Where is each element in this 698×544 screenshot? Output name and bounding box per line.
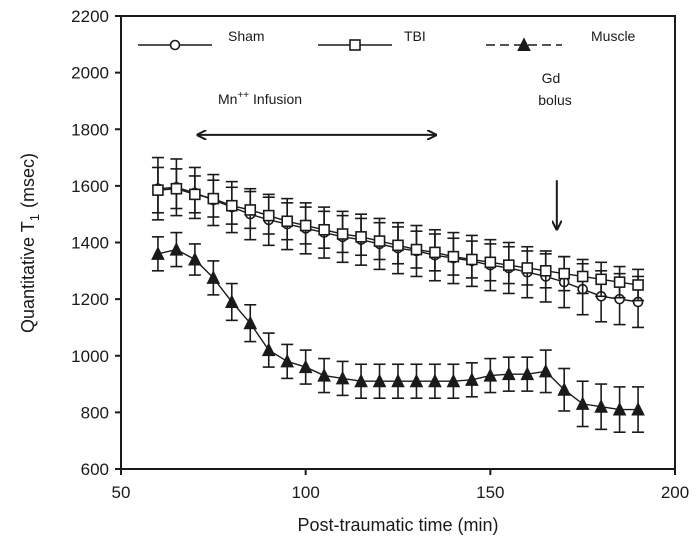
y-tick-label: 800 [81, 403, 109, 422]
data-point [206, 270, 221, 284]
y-tick-label: 1200 [71, 290, 109, 309]
annotations-layer: Mn++ Infusion Gd bolus [199, 70, 572, 228]
data-point [298, 359, 313, 374]
data-point [466, 253, 478, 266]
data-point [355, 231, 367, 243]
legend-marker [517, 37, 531, 51]
bolus-label-line1: Gd [542, 70, 561, 86]
data-point [539, 265, 552, 277]
legend-label: TBI [404, 28, 426, 44]
data-point [631, 401, 645, 416]
y-tick-label: 1600 [71, 177, 109, 196]
data-point [595, 273, 607, 286]
y-tick-label: 1400 [71, 234, 109, 253]
ticks-layer: 50 100 150 200 600 800 1000 1200 1400 1600 1800 200… [71, 7, 689, 502]
data-point [169, 241, 184, 256]
data-point [447, 250, 460, 263]
series-tbi [151, 166, 645, 302]
y-axis-title-unit: (msec) [18, 153, 38, 208]
legend-label: Muscle [591, 28, 636, 44]
data-point [521, 262, 534, 274]
data-point [632, 279, 644, 291]
data-point [558, 267, 571, 280]
bolus-label-line2: bolus [538, 92, 571, 108]
y-axis-title-main: Quantitative T [18, 221, 38, 333]
data-point [429, 246, 441, 259]
data-point [392, 239, 404, 252]
data-point [151, 246, 165, 260]
data-point [152, 184, 164, 196]
data-point [520, 366, 535, 381]
data-point [575, 396, 590, 410]
data-point [372, 373, 387, 388]
legend-label: Sham [228, 28, 265, 44]
y-axis-title-subscript: 1 [27, 214, 42, 221]
data-point [188, 251, 202, 266]
data-point [612, 401, 627, 416]
data-point [502, 259, 515, 271]
data-point [354, 373, 368, 388]
data-point [446, 373, 461, 388]
infusion-label-rest: Infusion [249, 91, 302, 107]
data-point [576, 270, 589, 283]
data-point [336, 228, 349, 240]
y-tick-label: 2200 [71, 7, 109, 26]
infusion-label: Mn++ Infusion [218, 90, 302, 107]
data-point [538, 363, 553, 378]
data-point [299, 219, 312, 232]
data-point [410, 243, 423, 256]
legend-item-tbi: TBI [318, 28, 426, 51]
data-point [318, 223, 330, 236]
data-point [280, 353, 295, 368]
data-point [224, 294, 239, 308]
series-layer [151, 156, 645, 433]
legend: Sham TBI Muscle [138, 28, 636, 51]
legend-marker [169, 39, 181, 51]
data-point [189, 188, 201, 201]
data-point [501, 366, 516, 381]
data-point [243, 315, 258, 330]
data-point [170, 182, 183, 195]
data-point [483, 367, 498, 382]
data-point [391, 373, 405, 388]
data-point [226, 199, 238, 212]
legend-marker [349, 39, 361, 51]
y-tick-label: 1800 [71, 120, 109, 139]
series-muscle [151, 231, 645, 433]
legend-item-muscle: Muscle [486, 28, 636, 51]
data-point [207, 192, 220, 205]
data-point [428, 373, 442, 388]
x-axis-title: Post-traumatic time (min) [297, 515, 498, 535]
data-point [262, 209, 275, 222]
infusion-label-sup: ++ [237, 90, 249, 101]
data-point [335, 370, 350, 385]
data-point [373, 235, 386, 247]
data-point [317, 367, 331, 382]
data-point [409, 373, 424, 388]
y-axis-title: Quantitative T1 (msec) [18, 153, 42, 333]
x-tick-label: 100 [291, 483, 319, 502]
x-tick-label: 200 [661, 483, 689, 502]
y-tick-label: 2000 [71, 64, 109, 83]
x-tick-label: 150 [476, 483, 504, 502]
y-tick-label: 1000 [71, 347, 109, 366]
data-point [557, 382, 572, 396]
data-point [484, 256, 497, 269]
data-point [281, 215, 294, 228]
infusion-label-main: Mn [218, 91, 237, 107]
data-point [594, 399, 608, 413]
x-tick-label: 50 [112, 483, 131, 502]
data-point [613, 276, 626, 288]
data-point [465, 372, 479, 386]
y-tick-label: 600 [81, 460, 109, 479]
legend-item-sham: Sham [138, 28, 265, 51]
data-point [244, 204, 257, 216]
data-point [261, 342, 276, 357]
